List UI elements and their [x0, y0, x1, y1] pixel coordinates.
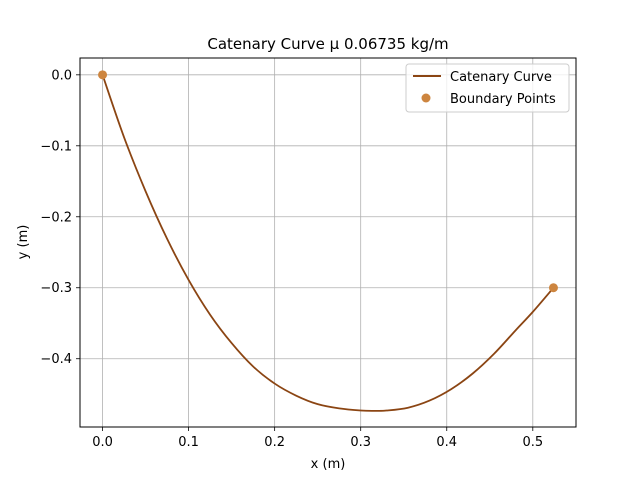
legend-marker-swatch: [421, 93, 431, 103]
y-tick-label: −0.2: [40, 210, 72, 225]
x-tick-label: 0.2: [264, 435, 285, 450]
boundary-point: [548, 283, 558, 293]
grid: [80, 58, 576, 427]
legend-label-catenary-curve: Catenary Curve: [450, 70, 552, 85]
chart-title: Catenary Curve μ 0.06735 kg/m: [207, 35, 448, 53]
x-tick-label: 0.1: [178, 435, 199, 450]
legend-box: [405, 63, 570, 113]
catenary-curve-line: [101, 74, 555, 412]
y-tick-label: −0.3: [40, 281, 72, 296]
x-axis-label: x (m): [311, 457, 346, 472]
plot-frame: [79, 57, 577, 428]
legend: Catenary Curve Boundary Points: [405, 63, 570, 113]
boundary-point: [98, 70, 108, 80]
x-tick-label: 0.3: [350, 435, 371, 450]
x-tick-label: 0.4: [436, 435, 457, 450]
y-axis-label: y (m): [16, 225, 31, 260]
y-tick-label: 0.0: [51, 68, 72, 83]
y-axis: 0.0 −0.1 −0.2 −0.3 −0.4: [40, 68, 80, 367]
x-tick-label: 0.5: [522, 435, 543, 450]
x-tick-label: 0.0: [92, 435, 113, 450]
series-layer: [98, 70, 558, 412]
y-tick-label: −0.4: [40, 352, 72, 367]
x-axis: 0.0 0.1 0.2 0.3 0.4 0.5: [92, 427, 543, 450]
legend-label-boundary-points: Boundary Points: [450, 92, 556, 107]
y-tick-label: −0.1: [40, 139, 72, 154]
